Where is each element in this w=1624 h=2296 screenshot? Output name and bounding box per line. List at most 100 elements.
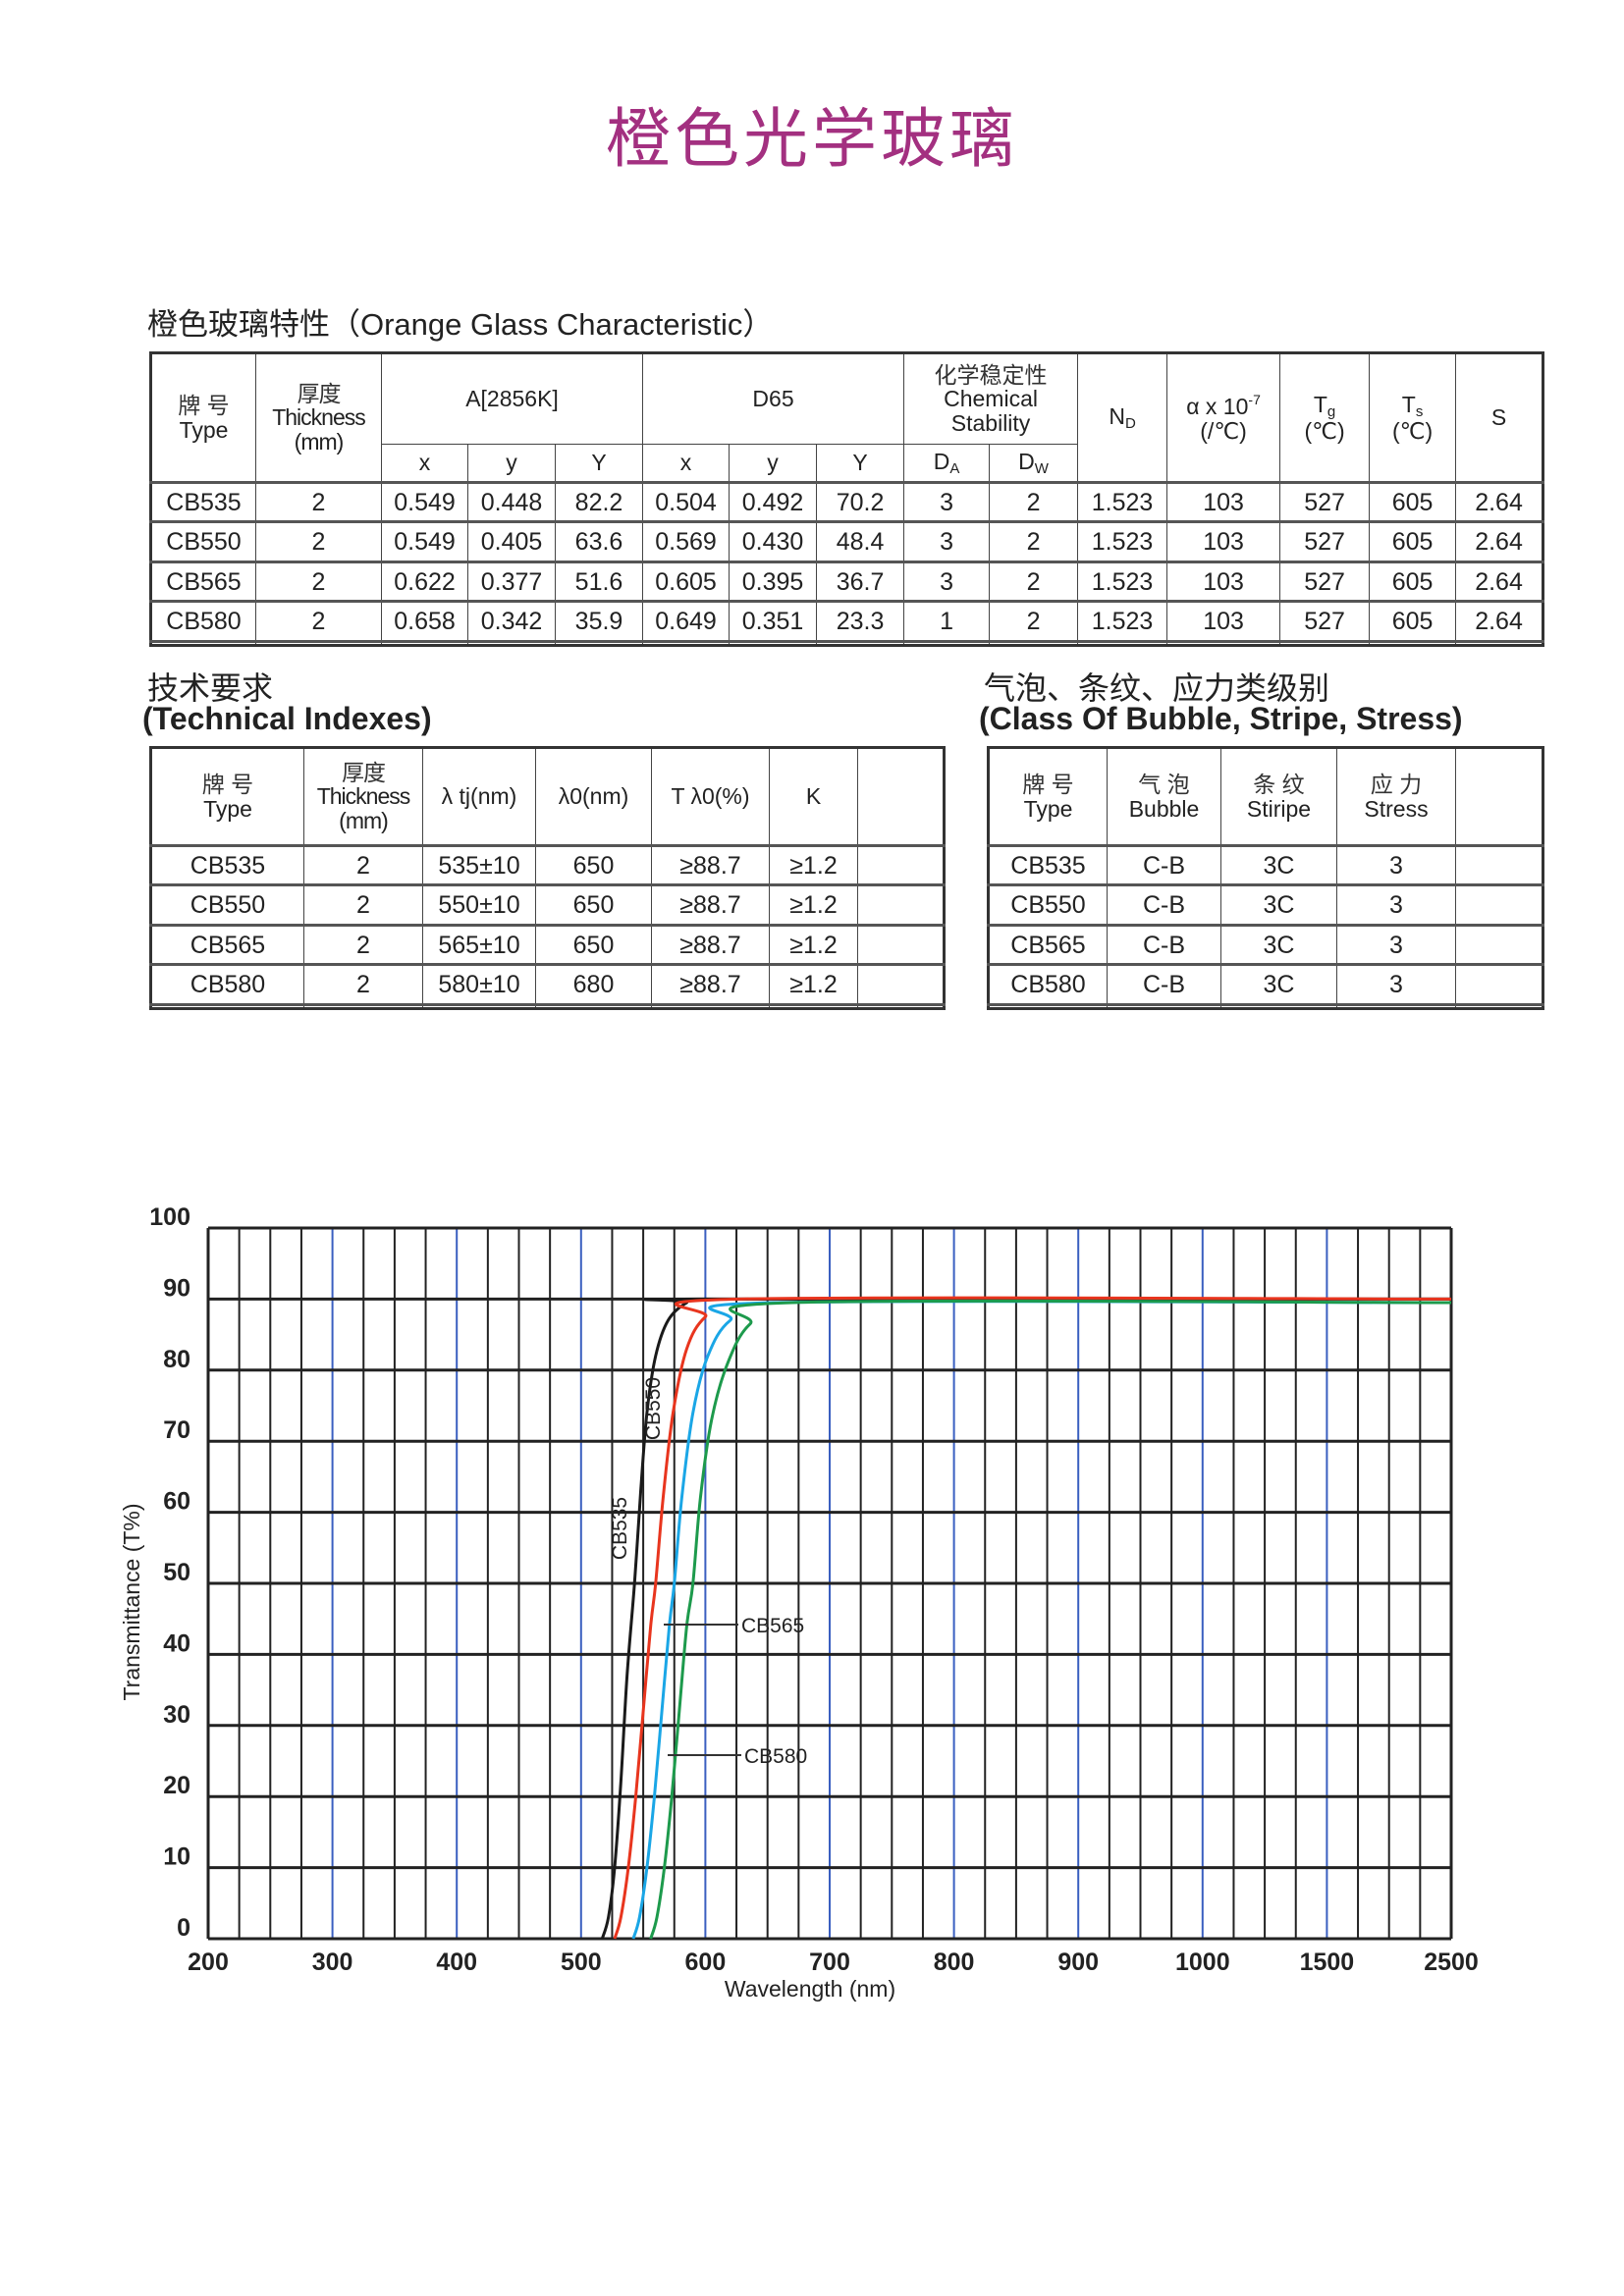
table-row: CB535 C-B 3C 3	[988, 843, 1543, 886]
x-tick-label: 2500	[1424, 1949, 1479, 1976]
table-cell: 103	[1166, 480, 1281, 523]
table-cell: 527	[1279, 480, 1371, 523]
table-cell: 2.64	[1455, 520, 1544, 562]
table-cell: 2.64	[1455, 600, 1544, 642]
y-tick-label: 30	[163, 1701, 190, 1729]
table-cell: 650	[535, 923, 652, 966]
y-axis-label: Transmittance (T%)	[119, 1503, 144, 1700]
header-d65: D65	[642, 352, 905, 445]
header-type: 牌 号 Type	[988, 747, 1108, 846]
table-cell: ≥88.7	[651, 843, 770, 886]
table-cell: 2	[989, 600, 1079, 642]
table-row: CB550 2 550±10 650 ≥88.7 ≥1.2	[150, 883, 945, 926]
header-dw: DW	[989, 444, 1079, 483]
table-cell: ≥1.2	[769, 883, 858, 926]
table-cell: 0.605	[642, 560, 731, 603]
header-bubble: 气 泡 Bubble	[1107, 747, 1221, 846]
table-cell: 1.523	[1077, 560, 1168, 603]
table-cell: CB550	[150, 883, 304, 926]
table-cell: 565±10	[422, 923, 536, 966]
table-cell: 48.4	[816, 520, 905, 562]
x-tick-label: 300	[312, 1949, 353, 1976]
x-tick-label: 900	[1057, 1949, 1099, 1976]
table-cell: 23.3	[816, 600, 905, 642]
x-tick-label: 1500	[1300, 1949, 1355, 1976]
table-cell: 650	[535, 843, 652, 886]
table-cell: 103	[1166, 560, 1281, 603]
cb550-annotation: CB550	[642, 1377, 665, 1440]
header-d65-x: x	[642, 444, 731, 483]
x-tick-label: 200	[188, 1949, 229, 1976]
bubble-stripe-stress-table: 牌 号 Type 气 泡 Bubble 条 纹 Stiripe 应 力 Stress C…	[987, 746, 1544, 1010]
table-cell: 2	[303, 883, 423, 926]
table-cell: CB580	[150, 963, 304, 1005]
x-tick-label: 600	[685, 1949, 727, 1976]
table-cell: 0.351	[729, 600, 818, 642]
y-tick-label: 0	[177, 1914, 190, 1942]
table-cell	[1455, 1002, 1543, 1010]
y-tick-label: 10	[163, 1843, 190, 1871]
header-a-y: y	[467, 444, 556, 483]
table-row: CB550 2 0.549 0.405 63.6 0.569 0.430 48.4 3 2 1.52…	[150, 520, 1544, 562]
table-cell: 0.549	[381, 480, 468, 523]
table-cell	[1455, 923, 1543, 966]
table-row: CB535 2 0.549 0.448 82.2 0.504 0.492 70.2 3 2 1.52…	[150, 480, 1544, 523]
table-row: CB565 2 565±10 650 ≥88.7 ≥1.2	[150, 923, 945, 966]
characteristics-heading: 橙色玻璃特性（Orange Glass Characteristic）	[147, 307, 774, 342]
table-cell: 2.64	[1455, 480, 1544, 523]
table-cell: 3	[1336, 843, 1456, 886]
table-cell	[857, 883, 945, 926]
x-tick-label: 500	[561, 1949, 602, 1976]
table-cell: 2	[303, 843, 423, 886]
y-tick-label: 20	[163, 1772, 190, 1799]
table-cell: 51.6	[554, 560, 644, 603]
table-cell: 0.504	[642, 480, 731, 523]
table-cell	[554, 639, 644, 647]
table-cell: ≥1.2	[769, 963, 858, 1005]
header-stripe: 条 纹 Stiripe	[1220, 747, 1337, 846]
header-d65-Y: Y	[816, 444, 905, 483]
header-tg: Tg (℃)	[1279, 352, 1371, 483]
series-line-cb550	[613, 1296, 1452, 1940]
table-row: CB565 C-B 3C 3	[988, 923, 1543, 966]
header-lambda-0: λ0(nm)	[535, 747, 652, 846]
table-row: CB580 2 0.658 0.342 35.9 0.649 0.351 23.3 1 2 1.52…	[150, 600, 1544, 642]
bubble-heading-cn: 气泡、条纹、应力类级别	[984, 670, 1330, 706]
table-cell: 2	[989, 480, 1079, 523]
table-cell: ≥88.7	[651, 963, 770, 1005]
header-k: K	[769, 747, 858, 846]
table-cell: 2	[303, 963, 423, 1005]
table-cell: 0.649	[642, 600, 731, 642]
table-cell: 527	[1279, 600, 1371, 642]
table-cell: CB535	[150, 480, 256, 523]
table-cell: 35.9	[554, 600, 644, 642]
table-row: CB580 2 580±10 680 ≥88.7 ≥1.2	[150, 963, 945, 1005]
series-line-cb535	[600, 1297, 1452, 1940]
x-tick-label: 400	[436, 1949, 477, 1976]
x-tick-label: 1000	[1175, 1949, 1230, 1976]
technical-heading-cn: 技术要求	[147, 670, 274, 706]
table-cell: 680	[535, 963, 652, 1005]
series-line-cb580	[649, 1299, 1452, 1940]
table-cell: CB535	[150, 843, 304, 886]
table-cell: 3	[1336, 963, 1456, 1005]
table-cell: 535±10	[422, 843, 536, 886]
table-cell: 0.658	[381, 600, 468, 642]
header-blank	[1455, 747, 1543, 846]
y-tick-label: 40	[163, 1629, 190, 1657]
table-cell: CB550	[988, 883, 1108, 926]
table-cell: 0.377	[467, 560, 556, 603]
table-cell: 605	[1369, 560, 1457, 603]
table-cell: 0.622	[381, 560, 468, 603]
table-cell: 550±10	[422, 883, 536, 926]
table-cell	[857, 1002, 945, 1010]
table-cell: 2	[303, 923, 423, 966]
header-thickness: 厚度 Thickness (mm)	[255, 352, 382, 483]
header-da: DA	[903, 444, 991, 483]
table-cell	[1455, 639, 1544, 647]
table-cell: 0.342	[467, 600, 556, 642]
header-t-lambda-0: T λ0(%)	[651, 747, 770, 846]
header-lambda-tj: λ tj(nm)	[422, 747, 536, 846]
header-nd: ND	[1077, 352, 1168, 483]
